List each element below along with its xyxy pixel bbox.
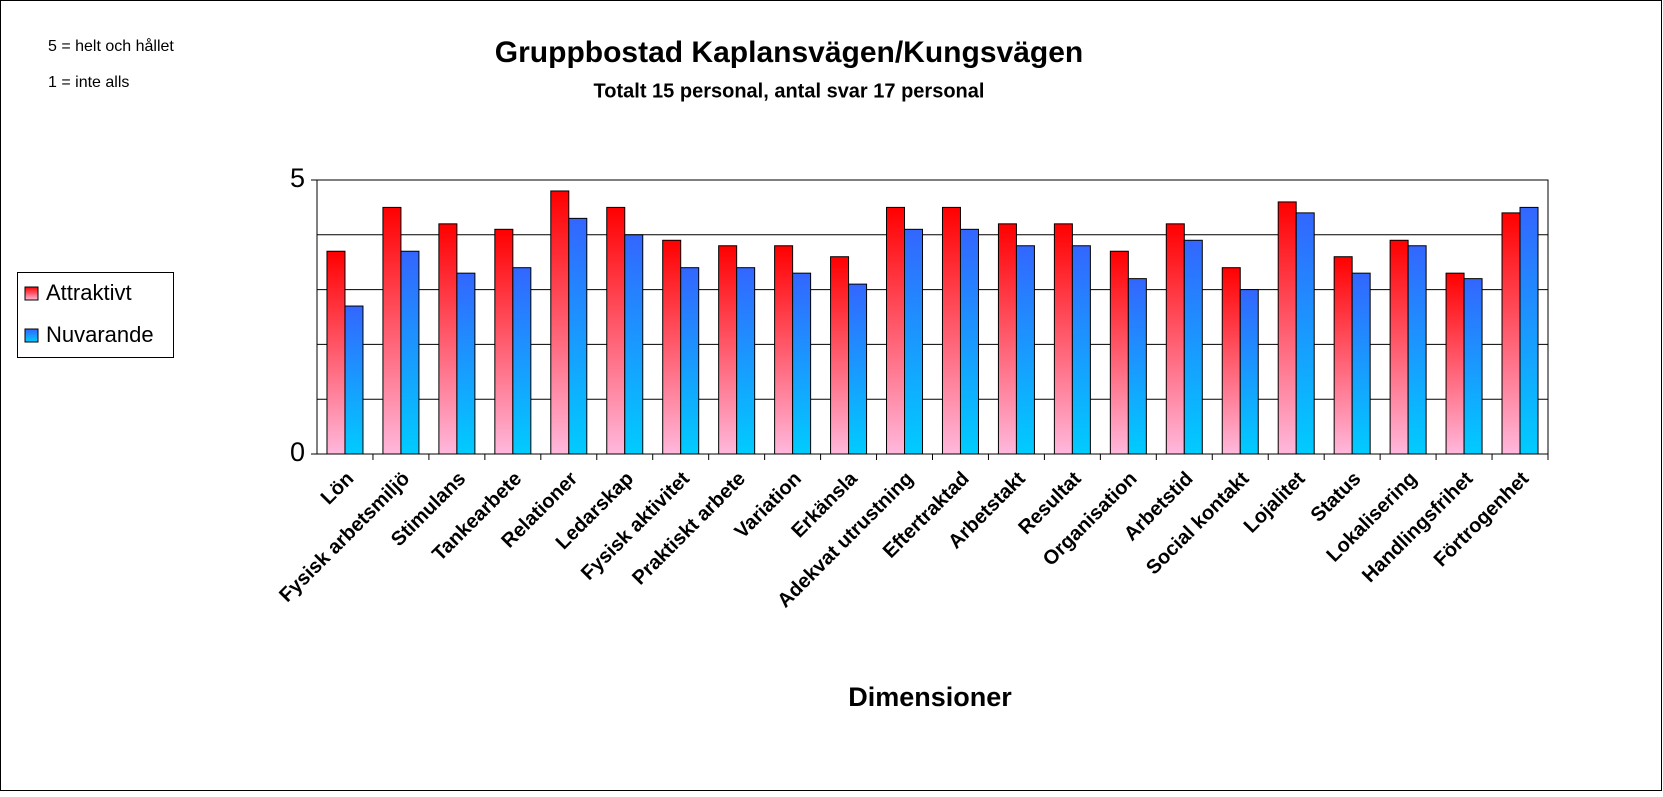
bar: [1277, 201, 1297, 455]
legend-label: Nuvarande: [46, 322, 154, 347]
bar: [1295, 212, 1315, 455]
bar: [1519, 206, 1539, 455]
bar: [326, 250, 346, 455]
bar: [1463, 278, 1483, 455]
legend: [17, 272, 174, 358]
bar: [904, 228, 924, 455]
bar: [1127, 278, 1147, 455]
bar: [1109, 250, 1129, 455]
bar: [1183, 239, 1203, 455]
bar: [959, 228, 979, 455]
bar: [941, 206, 961, 455]
x-axis-title: Dimensioner: [848, 682, 1012, 712]
bar: [1501, 212, 1521, 455]
bar: [1221, 267, 1241, 455]
bar: [736, 267, 756, 455]
y-tick-label: 0: [290, 437, 305, 467]
bar: [512, 267, 532, 455]
bar: [997, 223, 1017, 455]
bar: [774, 245, 794, 455]
bar: [606, 206, 626, 455]
note: 1 = inte alls: [48, 74, 129, 91]
chart-title: Gruppbostad Kaplansvägen/Kungsvägen: [495, 36, 1083, 69]
bar: [1071, 245, 1091, 455]
bar: [400, 250, 420, 455]
note: 5 = helt och hållet: [48, 37, 174, 55]
bar: [438, 223, 458, 455]
bar: [1239, 289, 1259, 455]
bar: [456, 272, 476, 455]
legend-swatch: [24, 286, 39, 301]
bar: [624, 234, 644, 455]
bar: [344, 305, 364, 455]
bar: [382, 206, 402, 455]
bar: [662, 239, 682, 455]
bar: [1053, 223, 1073, 455]
y-tick-label: 5: [290, 163, 305, 193]
bar: [494, 228, 514, 455]
bar: [718, 245, 738, 455]
legend-swatch: [24, 328, 39, 343]
bar: [886, 206, 906, 455]
bar: [830, 256, 850, 455]
bar: [550, 190, 570, 455]
bar: [848, 283, 868, 455]
bar: [1389, 239, 1409, 455]
bar: [1165, 223, 1185, 455]
bar: [680, 267, 700, 455]
bar: [792, 272, 812, 455]
legend-label: Attraktivt: [46, 280, 132, 305]
bar: [1407, 245, 1427, 455]
bar: [1333, 256, 1353, 455]
bar: [1445, 272, 1465, 455]
bar: [1351, 272, 1371, 455]
bar: [1015, 245, 1035, 455]
chart-subtitle: Totalt 15 personal, antal svar 17 person…: [594, 80, 985, 102]
bar: [568, 217, 588, 455]
